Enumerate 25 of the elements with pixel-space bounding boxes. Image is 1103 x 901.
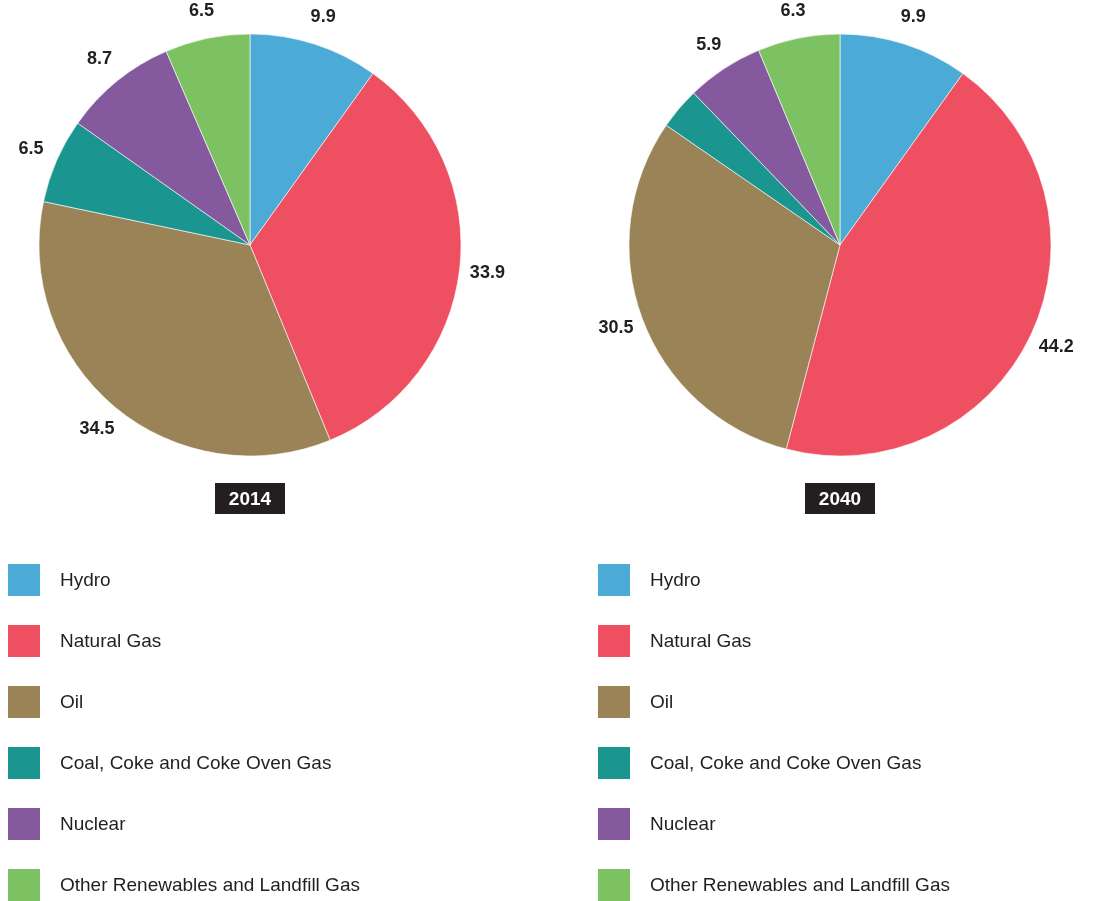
legend-label: Nuclear bbox=[650, 813, 717, 834]
legend-label: Oil bbox=[60, 691, 84, 712]
data-label: 9.9 bbox=[900, 6, 926, 27]
legend-label: Other Renewables and Landfill Gas bbox=[60, 874, 360, 895]
data-label: 44.2 bbox=[1038, 335, 1074, 356]
data-label: 33.9 bbox=[469, 261, 505, 282]
legend-label: Coal, Coke and Coke Oven Gas bbox=[650, 752, 922, 773]
data-label: 34.5 bbox=[79, 417, 115, 438]
data-label: 30.5 bbox=[598, 317, 634, 338]
data-label: 9.9 bbox=[310, 6, 336, 27]
data-label: 8.7 bbox=[86, 48, 112, 69]
legend-label: Natural Gas bbox=[650, 630, 752, 651]
legend-label: Nuclear bbox=[60, 813, 127, 834]
data-label: 6.5 bbox=[189, 0, 215, 20]
legend-label: Hydro bbox=[650, 569, 701, 590]
text: 2014 bbox=[228, 488, 272, 509]
data-label: 6.5 bbox=[18, 138, 44, 159]
data-label: 6.3 bbox=[780, 0, 806, 20]
legend-label: Oil bbox=[650, 691, 674, 712]
legend-label: Coal, Coke and Coke Oven Gas bbox=[60, 752, 332, 773]
legend-label: Hydro bbox=[60, 569, 111, 590]
legend-label: Natural Gas bbox=[60, 630, 162, 651]
data-label: 5.9 bbox=[696, 34, 722, 55]
legend-label: Other Renewables and Landfill Gas bbox=[650, 874, 950, 895]
text: 2040 bbox=[818, 488, 862, 509]
